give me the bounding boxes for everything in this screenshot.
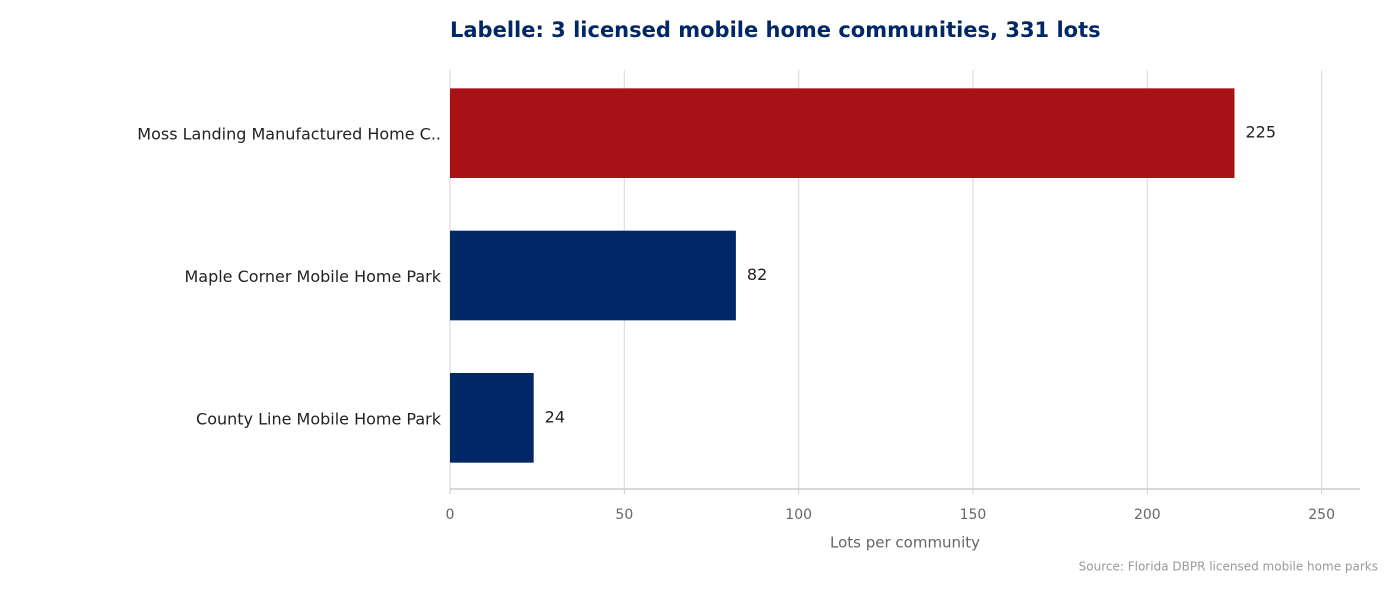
value-label: 24 <box>545 407 565 426</box>
value-label: 82 <box>747 265 767 284</box>
y-tick-label: Maple Corner Mobile Home Park <box>184 267 441 286</box>
x-tick-label: 100 <box>785 507 812 523</box>
x-tick-label: 200 <box>1134 507 1161 523</box>
y-tick-label: Moss Landing Manufactured Home C.. <box>137 125 441 144</box>
value-label: 225 <box>1245 123 1276 142</box>
bar <box>450 88 1235 179</box>
x-tick-label: 250 <box>1308 507 1335 523</box>
bar <box>450 230 736 321</box>
bar <box>450 372 534 463</box>
chart-title: Labelle: 3 licensed mobile home communit… <box>450 18 1101 42</box>
source-note: Source: Florida DBPR licensed mobile hom… <box>1079 560 1378 574</box>
x-tick-label: 50 <box>615 507 633 523</box>
y-tick-label: County Line Mobile Home Park <box>196 409 442 428</box>
x-tick-label: 150 <box>960 507 987 523</box>
x-axis-label: Lots per community <box>830 534 980 552</box>
x-tick-label: 0 <box>446 507 455 523</box>
